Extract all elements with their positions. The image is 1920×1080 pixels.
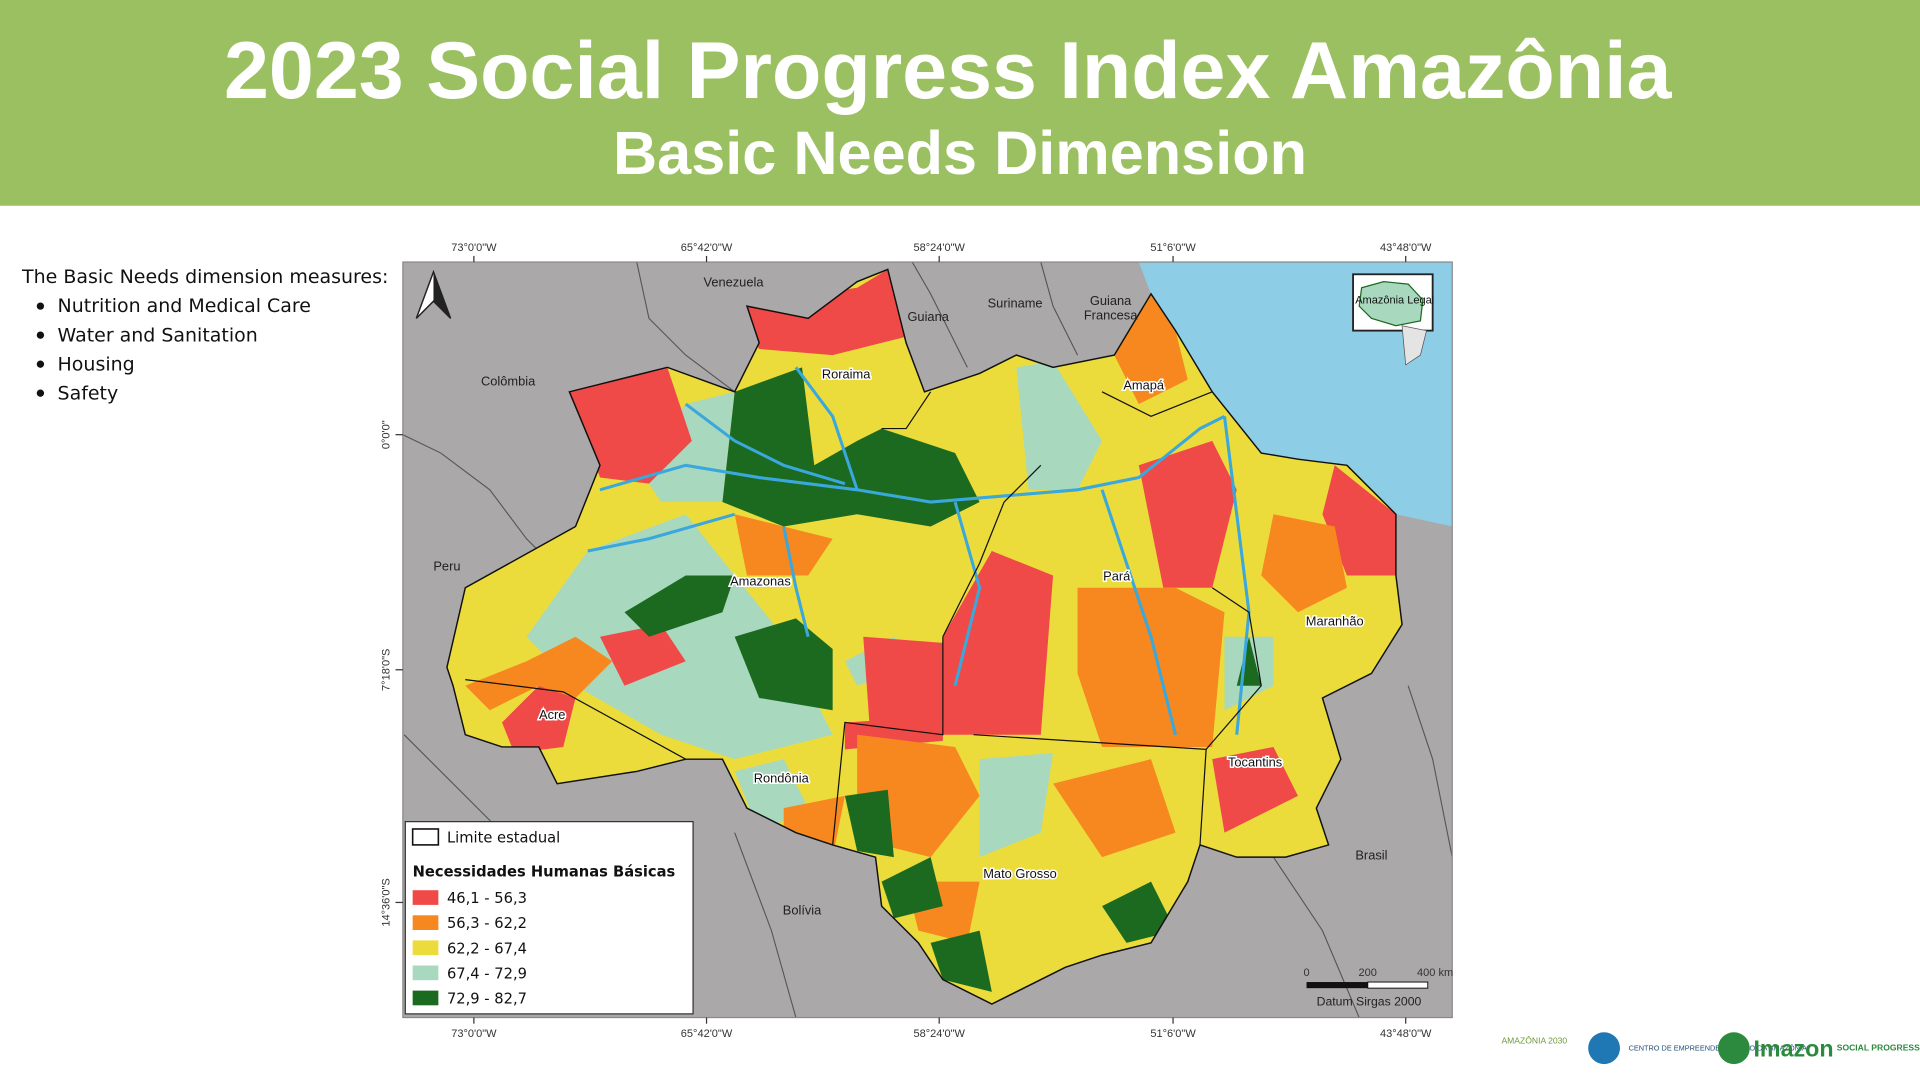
description-intro: The Basic Needs dimension measures: bbox=[21, 266, 388, 288]
state-label: Rondônia bbox=[754, 770, 810, 785]
state-label: Amazonas bbox=[730, 573, 791, 588]
country-label: Venezuela bbox=[703, 275, 764, 290]
inset-label: Amazônia Legal bbox=[1355, 295, 1434, 307]
state-label: Roraima bbox=[822, 366, 871, 381]
legend-swatch bbox=[412, 990, 439, 1006]
country-label: Suriname bbox=[988, 295, 1043, 310]
state-label: Pará bbox=[1103, 568, 1131, 583]
legend-label: 56,3 - 62,2 bbox=[447, 915, 527, 932]
longitude-label: 51°6'0"W bbox=[1150, 242, 1196, 254]
legend-label: 62,2 - 67,4 bbox=[447, 940, 527, 957]
map: Amazônia Legal 0 200 400 km Datum Sirgas… bbox=[402, 261, 1453, 1019]
slide-title: 2023 Social Progress Index Amazônia bbox=[224, 26, 1673, 116]
country-label: Guiana bbox=[907, 309, 949, 324]
bullet-list: Nutrition and Medical Care Water and Sani… bbox=[36, 295, 311, 404]
bullet-text: Housing bbox=[58, 353, 135, 375]
logos: AMAZÔNIA 2030 CENTRO DE EMPREENDEDORISMO… bbox=[1501, 1032, 1920, 1065]
legend-swatch bbox=[412, 940, 439, 956]
datum-label: Datum Sirgas 2000 bbox=[1317, 994, 1422, 1008]
bullet-dot bbox=[36, 331, 45, 339]
latitude-label: 7°18'0"S bbox=[380, 649, 392, 691]
longitude-label: 73°0'0"W bbox=[451, 1028, 497, 1040]
legend-swatch bbox=[412, 965, 439, 981]
country-borders bbox=[402, 262, 1453, 1018]
latitude-label: 14°36'0"S bbox=[380, 878, 392, 926]
state-label: Amapá bbox=[1123, 377, 1165, 392]
bullet-dot bbox=[36, 389, 45, 397]
legend-label: 46,1 - 56,3 bbox=[447, 890, 527, 907]
country-label: Brasil bbox=[1355, 848, 1387, 863]
longitude-label: 73°0'0"W bbox=[451, 242, 497, 254]
inset-map: Amazônia Legal bbox=[1352, 273, 1434, 366]
bullet-dot bbox=[36, 360, 45, 368]
longitude-label: 43°48'0"W bbox=[1380, 242, 1432, 254]
logo-spi: SOCIAL PROGRESS IMPERATIVE bbox=[1837, 1043, 1920, 1053]
legend-swatch bbox=[412, 915, 439, 930]
latitude-label: 0°0'0" bbox=[380, 420, 392, 449]
state-label: Tocantins bbox=[1228, 755, 1282, 770]
country-label: Colômbia bbox=[481, 374, 536, 389]
state-label: Acre bbox=[539, 707, 565, 722]
logo-imazon: Imazon bbox=[1753, 1036, 1833, 1062]
bullet-text: Safety bbox=[58, 382, 119, 404]
bullet-dot bbox=[36, 302, 45, 310]
map-frame bbox=[402, 261, 1453, 1019]
scale-label: 200 bbox=[1359, 967, 1377, 979]
bullet-text: Water and Sanitation bbox=[58, 324, 258, 346]
state-label: Maranhão bbox=[1306, 614, 1364, 629]
logo-icon bbox=[1588, 1032, 1620, 1065]
state-label: Mato Grosso bbox=[983, 866, 1057, 881]
country-label: Guiana Francesa bbox=[1084, 293, 1138, 323]
country-label: Peru bbox=[433, 559, 460, 574]
legend-label: 72,9 - 82,7 bbox=[447, 990, 527, 1007]
legend-boundary: Limite estadual bbox=[447, 829, 560, 846]
logo-amazonia2030: AMAZÔNIA 2030 bbox=[1501, 1035, 1567, 1045]
legend: Limite estadual Necessidades Humanas Bás… bbox=[404, 821, 694, 1015]
longitude-label: 65°42'0"W bbox=[681, 1028, 733, 1040]
legend-title: Necessidades Humanas Básicas bbox=[413, 864, 676, 881]
logo-cea: CENTRO DE EMPREENDEDORISMO DA AMAZÔNIA bbox=[1629, 1044, 1807, 1053]
legend-swatch bbox=[412, 890, 439, 905]
map-labels: 73°0'0"W 73°0'0"W 65°42'0"W 65°42'0"W 58°24'… bbox=[380, 242, 1432, 1040]
header-bar bbox=[0, 0, 1920, 206]
scale-label: 0 bbox=[1303, 967, 1309, 979]
scale-label: 400 km bbox=[1417, 967, 1453, 979]
north-arrow bbox=[415, 269, 452, 319]
country-label: Bolívia bbox=[783, 903, 822, 918]
legend-label: 67,4 - 72,9 bbox=[447, 965, 527, 982]
slide-subtitle: Basic Needs Dimension bbox=[613, 119, 1307, 187]
longitude-label: 58°24'0"W bbox=[913, 1028, 965, 1040]
scale-bar: 0 200 400 km Datum Sirgas 2000 bbox=[1303, 967, 1453, 1008]
bullet-text: Nutrition and Medical Care bbox=[58, 295, 311, 317]
longitude-label: 65°42'0"W bbox=[681, 242, 733, 254]
longitude-label: 43°48'0"W bbox=[1380, 1028, 1432, 1040]
logo-icon bbox=[1717, 1032, 1750, 1065]
longitude-label: 58°24'0"W bbox=[913, 242, 965, 254]
longitude-label: 51°6'0"W bbox=[1150, 1028, 1196, 1040]
